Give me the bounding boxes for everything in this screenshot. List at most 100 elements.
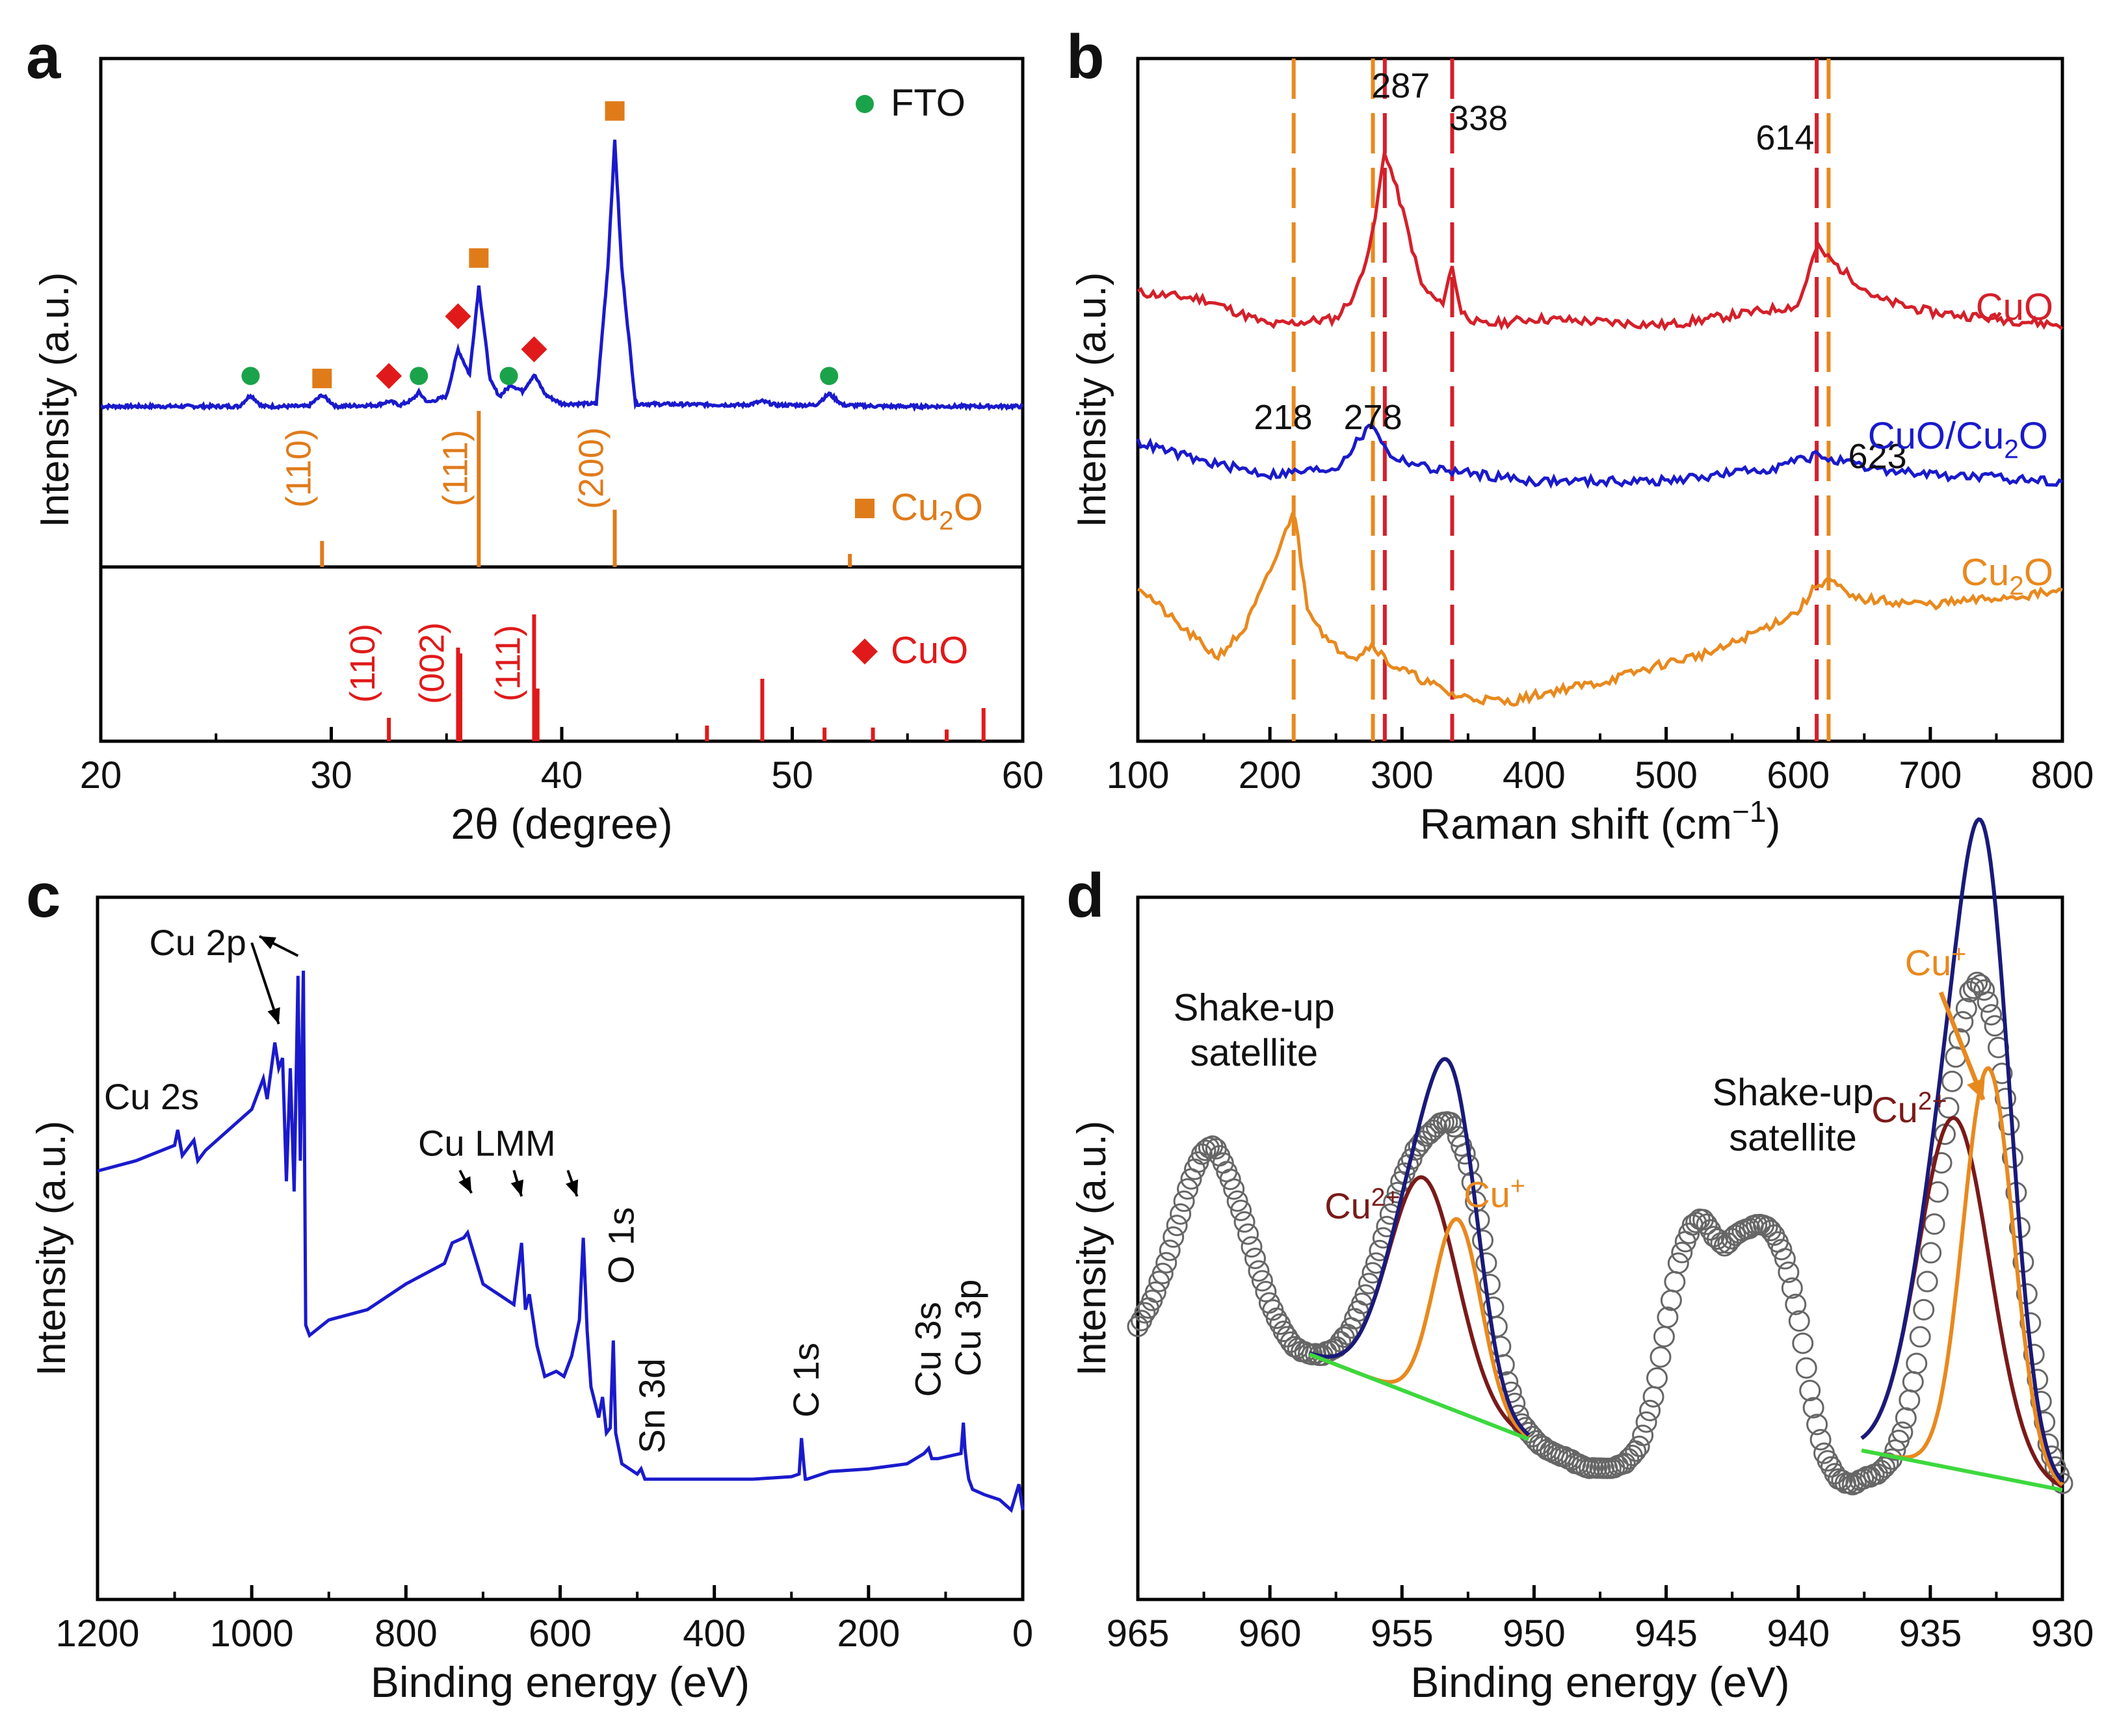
data-point xyxy=(1454,1143,1476,1165)
peak-value-label: 338 xyxy=(1449,99,1508,138)
envelope-fit xyxy=(1860,817,2064,1483)
data-point xyxy=(1930,1152,1953,1174)
panel-letter: c xyxy=(26,861,60,930)
data-point xyxy=(1233,1211,1256,1233)
text-part: O xyxy=(2024,551,2053,594)
x-tick-label: 960 xyxy=(1239,1612,1302,1655)
text-part: Raman shift (cm xyxy=(1420,800,1732,848)
series-label: CuO/Cu2O xyxy=(1868,415,2048,464)
cuo-hkl-label: (110) xyxy=(343,624,382,703)
x-tick-label: 945 xyxy=(1635,1612,1698,1655)
legend-marker xyxy=(852,638,878,664)
x-tick-label: 100 xyxy=(1107,754,1170,796)
peak-annotation: Cu LMM xyxy=(418,1122,556,1163)
text-part: CuO xyxy=(891,629,968,672)
data-point xyxy=(1770,1239,1793,1261)
legend-label: FTO xyxy=(891,82,966,124)
x-tick-label: 200 xyxy=(1239,754,1302,796)
peak-value-label: 623 xyxy=(1848,437,1907,476)
x-tick-label: 200 xyxy=(837,1612,900,1655)
data-point xyxy=(1177,1178,1199,1200)
peak-value-label: 218 xyxy=(1254,398,1312,437)
text-part: CuO xyxy=(1976,286,2053,328)
data-point xyxy=(1799,1380,1821,1402)
data-point xyxy=(1144,1281,1166,1303)
data-point xyxy=(1226,1190,1248,1212)
x-tick-label: 700 xyxy=(1899,754,1962,796)
legend-label: Cu2O xyxy=(891,486,983,536)
data-point xyxy=(1906,1352,1928,1374)
cu2o-hkl-label: (110) xyxy=(279,428,318,508)
text-part: Cu xyxy=(1464,1174,1510,1215)
data-point xyxy=(1774,1248,1796,1270)
data-point xyxy=(1994,1088,2016,1110)
fto-marker xyxy=(820,367,839,386)
fit-component-label: Cu+ xyxy=(1464,1172,1525,1215)
data-point xyxy=(1667,1252,1689,1274)
peak-value-label: 278 xyxy=(1344,398,1402,437)
cuo-hkl-label: (111) xyxy=(488,625,527,702)
x-tick-label: 935 xyxy=(1899,1612,1962,1655)
data-point xyxy=(1163,1226,1185,1248)
data-point xyxy=(1671,1241,1693,1263)
data-point xyxy=(1628,1436,1650,1458)
data-point xyxy=(1867,1463,1889,1485)
satellite-label: Shake-up xyxy=(1712,1072,1873,1114)
peak-annotation: Cu 2p xyxy=(149,922,246,963)
arrow-head xyxy=(458,1176,472,1193)
superscript: 2+ xyxy=(1918,1088,1947,1116)
text-part: ) xyxy=(1766,800,1780,848)
data-point xyxy=(1151,1263,1174,1285)
arrow-head xyxy=(510,1179,524,1196)
peak-annotation: Sn 3d xyxy=(631,1358,672,1453)
series-label: Cu2O xyxy=(1961,551,2053,601)
fit-component-label: Cu+ xyxy=(1905,940,1966,983)
data-point xyxy=(1980,1004,2003,1026)
text-part: O xyxy=(954,486,983,529)
data-point xyxy=(1237,1223,1259,1245)
x-tick-label: 30 xyxy=(310,754,352,796)
peak-value-label: 287 xyxy=(1371,66,1430,105)
x-tick-label: 20 xyxy=(80,754,122,796)
data-point xyxy=(1660,1289,1682,1311)
data-point xyxy=(1891,1421,1913,1443)
peak-annotation: Cu 3s xyxy=(907,1302,948,1397)
raman-line-cuo xyxy=(1137,152,2064,332)
data-point xyxy=(1166,1215,1188,1237)
fto-marker xyxy=(241,367,260,386)
superscript: 2+ xyxy=(1371,1184,1400,1212)
text-part: FTO xyxy=(891,82,966,124)
fto-marker xyxy=(410,367,428,386)
x-tick-label: 800 xyxy=(375,1612,438,1655)
cu2o-marker xyxy=(312,369,332,389)
data-point xyxy=(1635,1411,1657,1433)
background-line xyxy=(1861,1448,2063,1492)
data-point xyxy=(1817,1450,1839,1472)
fto-marker xyxy=(499,367,518,386)
data-point xyxy=(1155,1252,1177,1274)
data-point xyxy=(1219,1168,1241,1190)
peak-annotation: C 1s xyxy=(785,1343,826,1417)
x-tick-label: 940 xyxy=(1767,1612,1830,1655)
data-point xyxy=(1909,1326,1931,1348)
data-point xyxy=(1241,1236,1263,1258)
y-axis-label: Intensity (a.u.) xyxy=(1070,272,1114,528)
data-point xyxy=(1899,1389,1921,1411)
data-point xyxy=(1884,1439,1906,1461)
legend-marker xyxy=(855,499,874,518)
x-tick-label: 950 xyxy=(1503,1612,1566,1655)
peak-annotation: Cu 3p xyxy=(947,1280,988,1376)
subscript: 2 xyxy=(939,506,954,536)
x-axis-label: Raman shift (cm−1) xyxy=(1420,795,1781,848)
raman-line-cuo-cu2o xyxy=(1136,423,2064,490)
data-point xyxy=(1440,1112,1462,1134)
subscript: 2 xyxy=(2004,434,2019,464)
data-point xyxy=(1272,1321,1295,1343)
xps-survey-line xyxy=(97,970,1025,1513)
x-axis-label: 2θ (degree) xyxy=(451,800,672,848)
plot-frame xyxy=(96,895,1025,1601)
x-tick-label: 600 xyxy=(529,1612,592,1655)
peak-annotation: Cu 2s xyxy=(104,1076,199,1117)
raman-line-cu2o xyxy=(1137,512,2063,707)
data-point xyxy=(1920,1242,1942,1264)
